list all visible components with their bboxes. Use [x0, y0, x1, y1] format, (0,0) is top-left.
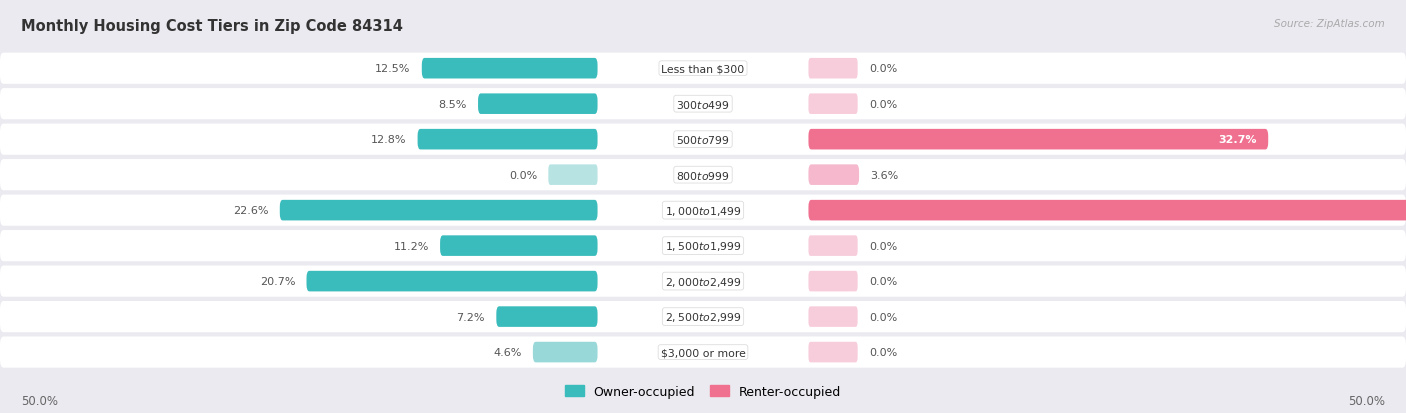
- FancyBboxPatch shape: [0, 195, 1406, 226]
- Text: 0.0%: 0.0%: [869, 100, 897, 109]
- FancyBboxPatch shape: [808, 59, 858, 79]
- FancyBboxPatch shape: [808, 94, 858, 115]
- Text: 3.6%: 3.6%: [870, 170, 898, 180]
- FancyBboxPatch shape: [808, 165, 859, 185]
- FancyBboxPatch shape: [440, 236, 598, 256]
- Text: 0.0%: 0.0%: [509, 170, 537, 180]
- Text: 32.7%: 32.7%: [1219, 135, 1257, 145]
- Text: 12.5%: 12.5%: [375, 64, 411, 74]
- FancyBboxPatch shape: [280, 200, 598, 221]
- FancyBboxPatch shape: [418, 130, 598, 150]
- Text: $300 to $499: $300 to $499: [676, 98, 730, 110]
- Text: $1,000 to $1,499: $1,000 to $1,499: [665, 204, 741, 217]
- FancyBboxPatch shape: [307, 271, 598, 292]
- FancyBboxPatch shape: [0, 53, 1406, 85]
- FancyBboxPatch shape: [808, 306, 858, 327]
- Text: 7.2%: 7.2%: [457, 312, 485, 322]
- FancyBboxPatch shape: [0, 230, 1406, 261]
- Text: Source: ZipAtlas.com: Source: ZipAtlas.com: [1274, 19, 1385, 28]
- Text: 12.8%: 12.8%: [371, 135, 406, 145]
- Text: 50.0%: 50.0%: [21, 394, 58, 407]
- FancyBboxPatch shape: [0, 266, 1406, 297]
- Text: 0.0%: 0.0%: [869, 276, 897, 287]
- FancyBboxPatch shape: [0, 301, 1406, 332]
- Text: $2,000 to $2,499: $2,000 to $2,499: [665, 275, 741, 288]
- FancyBboxPatch shape: [0, 337, 1406, 368]
- FancyBboxPatch shape: [808, 200, 1406, 221]
- FancyBboxPatch shape: [0, 124, 1406, 155]
- FancyBboxPatch shape: [808, 271, 858, 292]
- FancyBboxPatch shape: [548, 165, 598, 185]
- Text: 22.6%: 22.6%: [233, 206, 269, 216]
- Text: Monthly Housing Cost Tiers in Zip Code 84314: Monthly Housing Cost Tiers in Zip Code 8…: [21, 19, 404, 33]
- Text: 0.0%: 0.0%: [869, 64, 897, 74]
- FancyBboxPatch shape: [478, 94, 598, 115]
- Text: 11.2%: 11.2%: [394, 241, 429, 251]
- FancyBboxPatch shape: [496, 306, 598, 327]
- FancyBboxPatch shape: [533, 342, 598, 363]
- Text: 0.0%: 0.0%: [869, 312, 897, 322]
- Text: $1,500 to $1,999: $1,500 to $1,999: [665, 240, 741, 252]
- Text: Less than $300: Less than $300: [661, 64, 745, 74]
- Text: 20.7%: 20.7%: [260, 276, 295, 287]
- Text: $800 to $999: $800 to $999: [676, 169, 730, 181]
- Legend: Owner-occupied, Renter-occupied: Owner-occupied, Renter-occupied: [560, 380, 846, 403]
- Text: 0.0%: 0.0%: [869, 241, 897, 251]
- FancyBboxPatch shape: [808, 130, 1268, 150]
- Text: 4.6%: 4.6%: [494, 347, 522, 357]
- FancyBboxPatch shape: [422, 59, 598, 79]
- FancyBboxPatch shape: [808, 236, 858, 256]
- Text: 50.0%: 50.0%: [1348, 394, 1385, 407]
- FancyBboxPatch shape: [0, 160, 1406, 191]
- FancyBboxPatch shape: [808, 342, 858, 363]
- Text: $3,000 or more: $3,000 or more: [661, 347, 745, 357]
- Text: 8.5%: 8.5%: [439, 100, 467, 109]
- Text: 0.0%: 0.0%: [869, 347, 897, 357]
- Text: $500 to $799: $500 to $799: [676, 134, 730, 146]
- Text: $2,500 to $2,999: $2,500 to $2,999: [665, 310, 741, 323]
- FancyBboxPatch shape: [0, 89, 1406, 120]
